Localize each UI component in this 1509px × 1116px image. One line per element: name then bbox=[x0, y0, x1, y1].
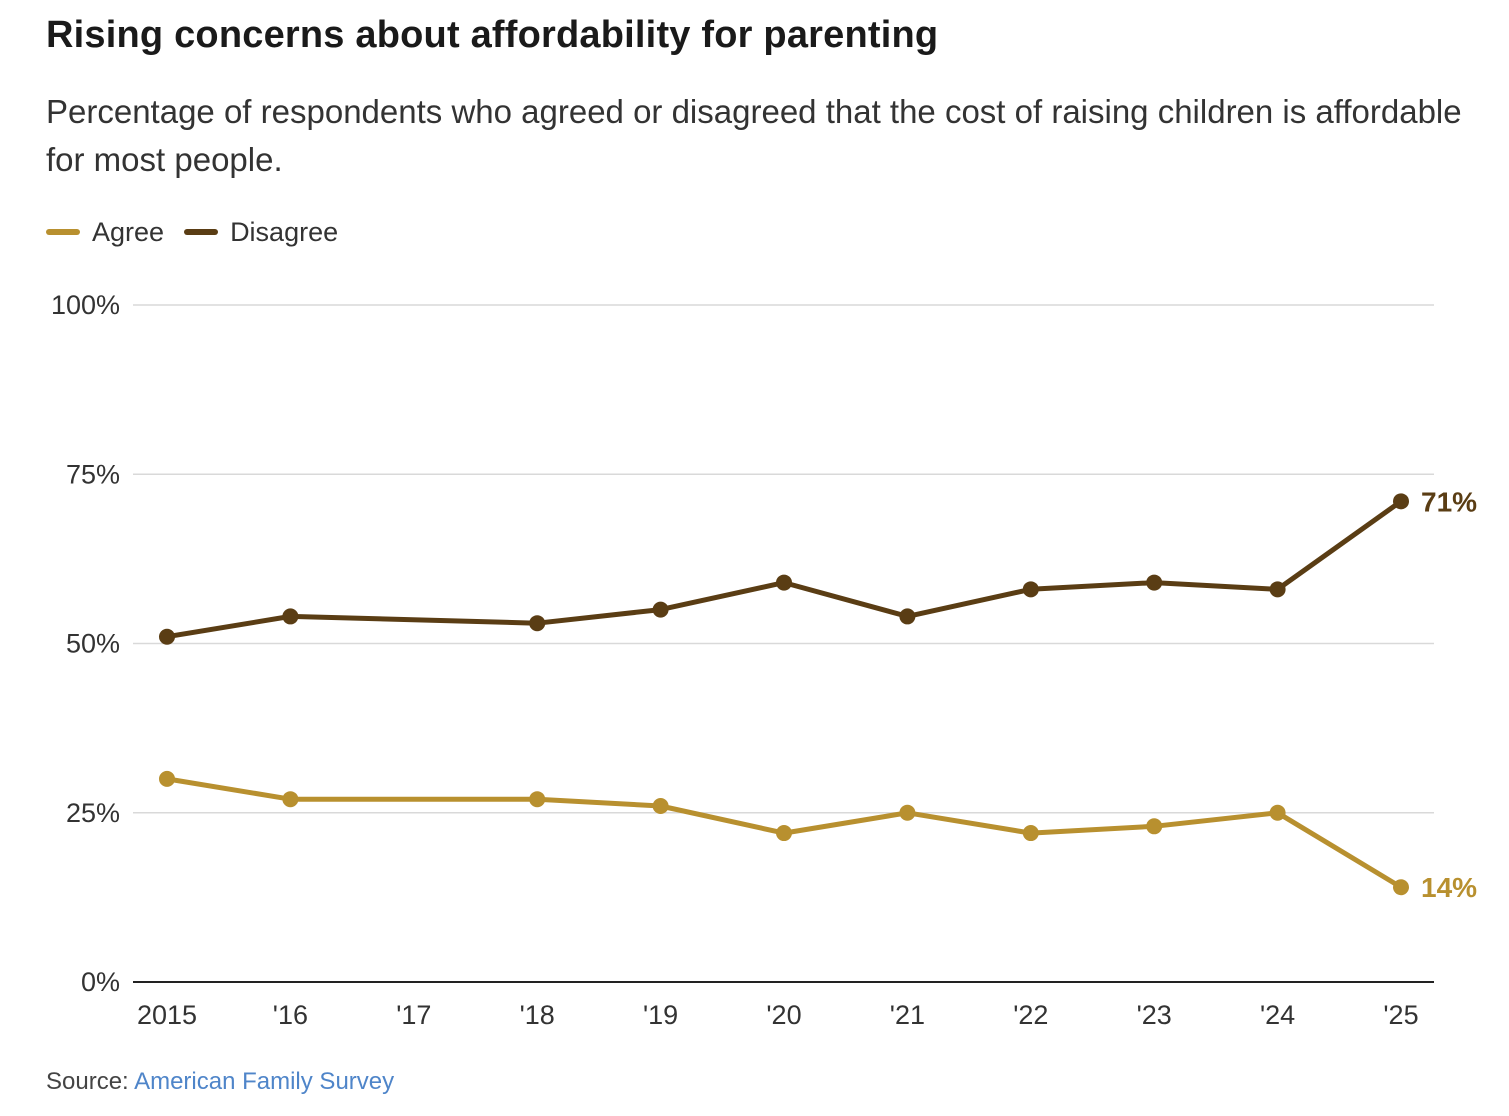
data-point-disagree-2023 bbox=[1146, 574, 1163, 591]
legend-swatch-agree bbox=[46, 229, 80, 235]
data-point-agree-2016 bbox=[282, 791, 299, 808]
chart-legend: Agree Disagree bbox=[46, 212, 358, 252]
x-tick-label-2022: '22 bbox=[1013, 1000, 1048, 1030]
y-tick-label-100: 100% bbox=[51, 290, 120, 320]
data-point-agree-2022 bbox=[1022, 825, 1039, 842]
data-point-disagree-2024 bbox=[1269, 581, 1286, 598]
y-tick-label-75: 75% bbox=[66, 459, 120, 489]
end-label-disagree: 71% bbox=[1421, 486, 1477, 517]
data-point-disagree-2016 bbox=[282, 608, 299, 625]
x-tick-label-2016: '16 bbox=[273, 1000, 308, 1030]
data-point-disagree-2022 bbox=[1022, 581, 1039, 598]
source-prefix: Source: bbox=[46, 1068, 135, 1095]
data-point-agree-2024 bbox=[1269, 804, 1286, 821]
series-line-disagree bbox=[164, 498, 1404, 640]
data-point-disagree-2021 bbox=[899, 608, 916, 625]
y-tick-label-50: 50% bbox=[66, 629, 120, 659]
data-point-agree-2018 bbox=[529, 791, 546, 808]
y-tick-label-25: 25% bbox=[66, 798, 120, 828]
legend-item-disagree: Disagree bbox=[184, 217, 338, 248]
data-point-disagree-2015 bbox=[159, 628, 175, 645]
x-tick-label-2017: '17 bbox=[396, 1000, 431, 1030]
data-point-agree-2019 bbox=[652, 797, 669, 814]
x-tick-label-2020: '20 bbox=[766, 1000, 801, 1030]
data-point-disagree-2025 bbox=[1393, 493, 1409, 510]
legend-label-agree: Agree bbox=[92, 216, 165, 247]
x-tick-label-2015: 2015 bbox=[137, 1000, 197, 1030]
series-line-agree bbox=[164, 776, 1404, 890]
legend-swatch-disagree bbox=[184, 229, 219, 235]
end-label-agree: 14% bbox=[1421, 872, 1477, 903]
data-point-disagree-2018 bbox=[529, 615, 546, 632]
y-tick-label-0: 0% bbox=[81, 967, 120, 997]
data-point-agree-2015 bbox=[159, 770, 175, 787]
x-tick-label-2018: '18 bbox=[520, 1000, 555, 1030]
data-point-agree-2021 bbox=[899, 804, 916, 821]
x-tick-label-2023: '23 bbox=[1137, 1000, 1172, 1030]
source-note: Source: American Family Survey bbox=[46, 1068, 394, 1096]
data-point-disagree-2020 bbox=[776, 574, 792, 591]
data-point-agree-2023 bbox=[1146, 818, 1163, 835]
chart-subtitle: Percentage of respondents who agreed or … bbox=[46, 93, 1462, 178]
data-point-disagree-2019 bbox=[652, 601, 669, 618]
x-tick-label-2021: '21 bbox=[890, 1000, 925, 1030]
source-link[interactable]: American Family Survey bbox=[134, 1068, 395, 1095]
legend-label-disagree: Disagree bbox=[230, 216, 339, 247]
chart-title: Rising concerns about affordability for … bbox=[46, 14, 939, 56]
x-tick-label-2025: '25 bbox=[1383, 1000, 1418, 1030]
data-point-agree-2025 bbox=[1393, 879, 1409, 896]
x-tick-label-2019: '19 bbox=[643, 1000, 678, 1030]
data-point-agree-2020 bbox=[776, 825, 792, 842]
x-tick-label-2024: '24 bbox=[1260, 1000, 1295, 1030]
legend-item-agree: Agree bbox=[46, 217, 164, 248]
